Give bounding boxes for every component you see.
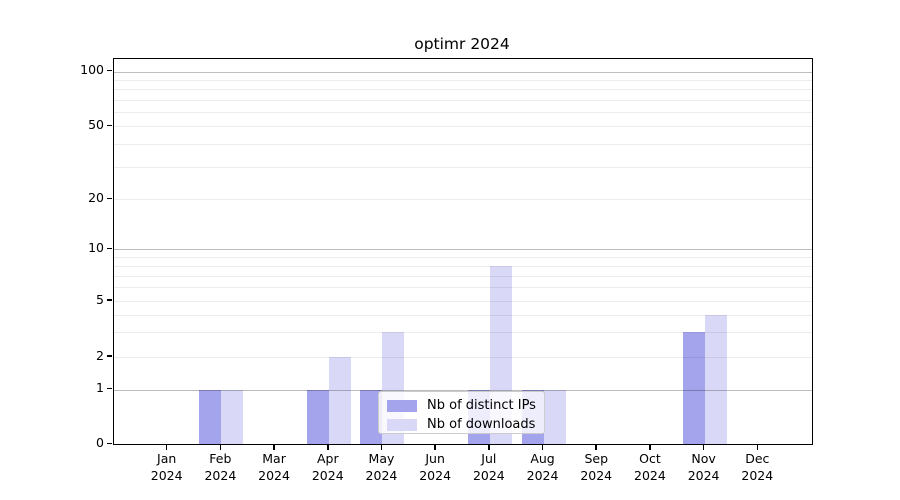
x-tick-label-mar: Mar 2024 [258,451,290,483]
y-tick-label: 1 [96,380,104,396]
y-tick-mark [106,442,112,445]
gridline-minor [114,199,812,201]
gridline-minor [114,257,812,259]
x-tick-label-aug: Aug 2024 [526,451,559,483]
gridline-minor [114,287,812,289]
x-tick-label-sep: Sep 2024 [580,451,613,483]
x-tick-mark [595,444,597,450]
bar-downloads-apr [328,357,351,445]
gridline-major [114,71,812,73]
legend-label-downloads: Nb of downloads [427,417,536,432]
bar-downloads-aug [543,389,566,445]
x-tick-mark [541,444,544,450]
x-tick-label-jul: Jul 2024 [472,451,505,483]
x-tick-label-jun: Jun 2024 [419,451,452,483]
gridline-minor [114,301,812,302]
x-tick-label-nov: Nov 2024 [687,451,720,483]
x-tick-mark [165,444,168,450]
legend-label-distinct-ips: Nb of distinct IPs [427,398,536,413]
gridline-minor [114,357,812,358]
gridline-major [114,249,812,251]
legend-row-downloads: Nb of downloads [379,416,544,433]
legend-row-distinct-ips: Nb of distinct IPs [379,397,544,414]
y-tick-label: 2 [96,347,104,363]
x-tick-mark [219,444,222,450]
x-tick-label-dec: Dec 2024 [741,451,774,483]
chart-title: optimr 2024 [414,35,510,53]
gridline-minor [114,126,812,128]
gridline-minor [114,332,812,334]
y-tick-label: 0 [96,434,104,450]
gridline-minor [114,111,812,113]
y-tick-label: 20 [88,189,104,205]
plot-area [113,58,813,446]
bar-downloads-nov [704,314,727,445]
x-tick-mark [434,444,436,450]
x-tick-label-apr: Apr 2024 [311,451,344,483]
legend-swatch-downloads-icon [387,418,417,431]
bar-distinct-ips-may [360,389,383,445]
y-tick-label: 5 [96,291,104,307]
x-tick-mark [756,444,759,450]
x-tick-label-feb: Feb 2024 [204,451,237,483]
x-tick-mark [649,444,651,450]
bar-distinct-ips-apr [306,389,329,445]
gridline-minor [114,99,812,101]
gridline-minor [114,265,812,267]
x-tick-mark [488,444,490,450]
gridline-minor [114,166,812,168]
y-tick-label: 50 [88,116,104,132]
gridline-minor [114,275,812,277]
x-tick-mark [273,444,275,450]
y-tick-mark [106,247,112,250]
legend-swatch-distinct-ips-icon [387,399,417,412]
gridline-minor [114,79,812,81]
gridline-minor [114,89,812,91]
x-tick-label-oct: Oct 2024 [634,451,666,483]
y-tick-mark [106,69,112,72]
y-tick-mark [106,197,112,200]
bar-distinct-ips-feb [199,389,222,445]
y-tick-label: 100 [80,62,104,78]
legend: Nb of distinct IPs Nb of downloads [378,391,545,434]
x-tick-label-jan: Jan 2024 [150,451,183,483]
y-tick-mark [106,299,112,301]
x-tick-label-may: May 2024 [365,451,398,483]
y-tick-mark [106,355,112,357]
x-tick-mark [327,444,329,450]
gridline-minor [114,144,812,146]
gridline-major [114,389,812,391]
bar-downloads-feb [221,389,244,445]
y-tick-mark [106,387,112,390]
x-tick-mark [702,444,705,450]
y-tick-mark [106,124,112,127]
y-tick-label: 10 [88,239,104,255]
gridline-minor [114,314,812,316]
x-tick-mark [380,444,383,450]
bar-distinct-ips-nov [682,332,705,445]
